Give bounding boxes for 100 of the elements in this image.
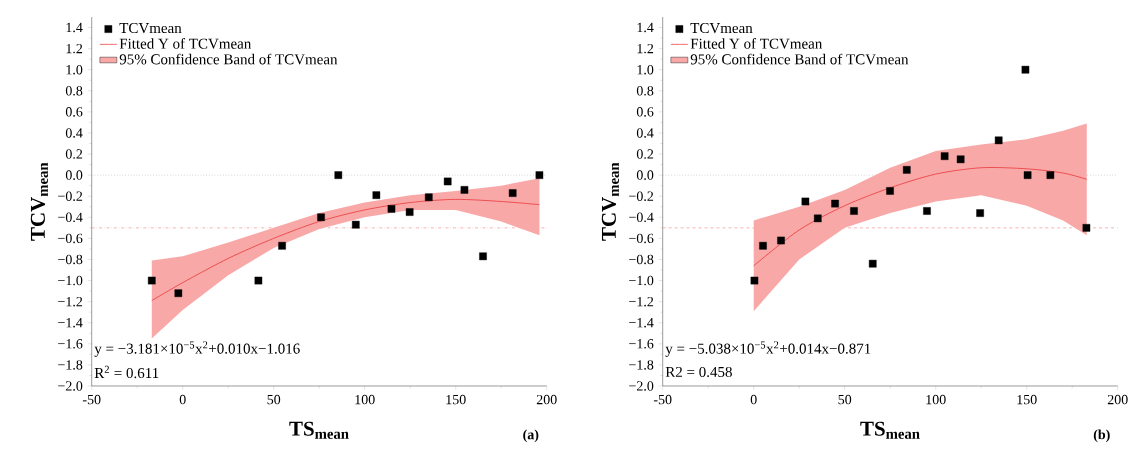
point	[801, 197, 810, 206]
y-tick-label: 0.2	[65, 149, 83, 159]
y-tick-label: 0.2	[636, 149, 654, 159]
y-tick-label: −0.4	[58, 212, 83, 223]
point	[372, 191, 381, 199]
point	[976, 209, 984, 217]
y-tick-label: −0.6	[629, 233, 654, 244]
point	[759, 241, 767, 250]
y-tick-label: −0.2	[629, 191, 654, 201]
x-tick-label: 50	[838, 394, 852, 405]
y-tick-label: −1.0	[58, 275, 83, 286]
text: TS$_{mean}$	[289, 421, 349, 439]
point	[535, 171, 544, 179]
point	[1023, 171, 1032, 179]
y-tick-label: −1.8	[58, 360, 83, 370]
x-tick-label: 50	[267, 394, 281, 405]
x-tick-label: 150	[1017, 394, 1037, 405]
annotation: y = −3.181×10$^{−5}$x$^{2}$+0.010x−1.016	[94, 341, 300, 357]
point	[1082, 224, 1091, 232]
line-series	[753, 167, 1088, 267]
point	[886, 187, 894, 195]
point	[351, 220, 360, 229]
text: (b)	[1093, 429, 1110, 443]
point	[174, 289, 183, 298]
y-tick-label: 0.8	[65, 86, 83, 96]
y-tick-label: −0.8	[58, 254, 83, 265]
text: TCV$_{mean}$	[601, 162, 619, 241]
x-tick-label: 100	[926, 394, 946, 405]
point	[443, 177, 452, 186]
point	[1021, 65, 1030, 74]
y-tick-label: −1.4	[58, 318, 83, 328]
annotation: y = −5.038×10$^{−5}$x$^{2}$+0.014x−0.871	[665, 341, 871, 357]
y-tick-label: 0.4	[636, 128, 654, 138]
x-tick-label: 200	[536, 394, 557, 405]
legend-label: Fitted Y of TCVmean	[119, 38, 252, 49]
point	[902, 166, 911, 174]
y-tick-label: −2.0	[629, 381, 654, 391]
y-tick-label: −1.2	[58, 296, 83, 307]
x-tick-label: 100	[355, 394, 375, 405]
point	[777, 236, 785, 245]
text: TS$_{mean}$	[860, 421, 920, 439]
point	[994, 136, 1003, 145]
y-tick-label: 1.2	[637, 43, 654, 54]
point	[334, 171, 343, 179]
legend-label: TCVmean	[690, 23, 753, 34]
x-tick-label: 0	[750, 394, 757, 405]
y-tick-label: −2.0	[58, 381, 83, 391]
x-tick-label: -50	[82, 394, 101, 405]
point	[424, 193, 433, 202]
y-tick-label: −0.8	[629, 254, 654, 265]
point	[460, 186, 469, 194]
y-tick-label: −1.6	[629, 339, 654, 349]
text: TCV$_{mean}$	[30, 162, 48, 241]
y-tick-label: −1.4	[629, 318, 654, 328]
point	[479, 252, 487, 261]
line-series	[151, 198, 540, 301]
text: (a)	[523, 429, 539, 443]
y-tick-label: 1.4	[637, 22, 654, 33]
y-tick-label: −0.4	[629, 212, 654, 223]
x-tick-label: -50	[653, 394, 672, 405]
y-tick-label: 0.4	[65, 128, 83, 138]
y-tick-label: −0.6	[58, 233, 83, 244]
legend-label: 95% Confidence Band of TCVmean	[690, 53, 909, 65]
legend-label: 95% Confidence Band of TCVmean	[119, 53, 338, 65]
point	[1046, 171, 1055, 179]
x-tick-label: 150	[446, 394, 466, 405]
point	[254, 276, 263, 285]
point	[750, 276, 759, 285]
y-tick-label: 0.8	[636, 86, 654, 96]
y-tick-label: 1.0	[66, 64, 83, 75]
point	[850, 207, 858, 215]
y-tick-label: 0.6	[636, 107, 654, 117]
annotation: R$^{2}$ = 0.611	[94, 365, 159, 379]
y-tick-label: 0.0	[65, 170, 83, 180]
y-tick-label: −1.8	[629, 360, 654, 370]
y-tick-label: 0.6	[65, 107, 83, 117]
x-tick-label: 200	[1107, 394, 1128, 405]
point	[831, 199, 839, 208]
legend-label: TCVmean	[119, 23, 182, 34]
y-tick-label: 1.2	[66, 43, 83, 54]
annotation: R2 = 0.458	[665, 366, 732, 378]
y-tick-label: −1.2	[629, 296, 654, 307]
point	[405, 208, 414, 216]
y-tick-label: −1.6	[58, 339, 83, 349]
legend-label: Fitted Y of TCVmean	[690, 38, 823, 49]
x-tick-label: 0	[179, 394, 186, 405]
y-tick-label: −0.2	[58, 191, 83, 201]
point	[387, 205, 396, 213]
y-tick-label: 1.0	[637, 64, 654, 75]
point	[278, 241, 286, 250]
point	[813, 214, 822, 223]
point	[317, 213, 325, 222]
point	[923, 207, 931, 215]
point	[956, 155, 965, 164]
y-tick-label: 1.4	[66, 22, 83, 33]
y-tick-label: −1.0	[629, 275, 654, 286]
point	[868, 259, 877, 268]
point	[508, 189, 517, 197]
point	[940, 152, 949, 160]
y-tick-label: 0.0	[636, 170, 654, 180]
